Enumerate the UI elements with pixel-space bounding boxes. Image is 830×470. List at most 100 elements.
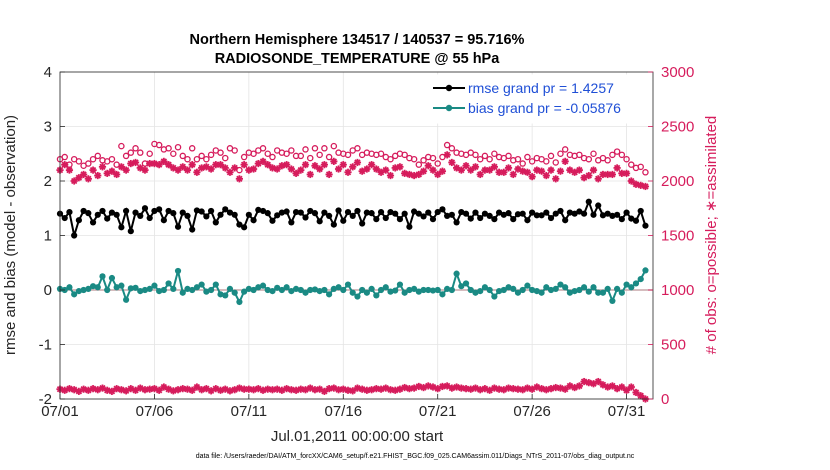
rmse-point-103 [543,209,550,216]
rmse-point-100 [529,209,536,216]
rmse-point-74 [406,223,413,230]
obs-assimilated-point-43 [259,157,267,165]
bias-point-55 [316,287,323,295]
obs-possible-point-113 [590,150,597,157]
rmse-point-118 [614,211,621,218]
rmse-point-23 [165,207,172,215]
x-tick-label-1: 07/06 [136,403,174,420]
chart-subtitle: RADIOSONDE_TEMPERATURE @ 55 hPa [215,51,501,67]
bias-point-63 [354,293,361,300]
rmse-point-20 [151,207,158,215]
rmse-point-120 [623,209,630,216]
obs-assimilated-point-7 [89,166,97,174]
bias-point-30 [198,281,205,288]
obs-possible-point-118 [613,148,621,155]
rmse-point-26 [179,209,186,216]
rmse-point-108 [566,209,574,216]
obs-possible-point-57 [325,153,333,161]
obs-assimilated-point-41 [249,165,258,173]
bias-point-122 [632,280,640,287]
obs-assimilated-point-50 [292,169,300,177]
rmse-point-89 [477,214,484,222]
bias-point-68 [377,286,385,294]
obs-bottom-point-56 [320,387,328,395]
left-tick-label-0: -2 [39,391,52,408]
left-axis: -2 -1 0 1 2 3 4 [39,64,65,408]
bias-point-7 [89,283,97,290]
rmse-point-73 [401,210,408,217]
bias-point-60 [340,286,347,294]
obs-possible-point-97 [514,155,522,163]
obs-assimilated-point-39 [240,161,248,169]
bias-point-100 [529,286,536,294]
rmse-point-6 [85,210,92,217]
obs-assimilated-point-9 [98,163,107,171]
obs-possible-point-103 [543,158,550,165]
obs-assimilated-point-27 [183,166,192,174]
obs-possible-point-21 [155,141,163,149]
right-axis: 0 500 1000 1500 2000 2500 3000 [648,64,694,408]
bias-point-103 [543,284,550,291]
obs-assimilated-point-124 [641,182,650,191]
rmse-point-17 [137,212,144,219]
bias-point-50 [292,285,300,293]
bias-point-124 [642,267,649,274]
obs-assimilated-point-25 [174,166,182,174]
rmse-point-30 [198,208,205,215]
bias-point-22 [160,286,167,294]
obs-possible-point-54 [311,145,319,152]
obs-assimilated-point-65 [363,165,371,173]
rmse-point-58 [330,221,337,228]
rmse-point-70 [387,208,394,216]
rmse-point-91 [486,212,493,219]
rmse-point-90 [481,210,489,217]
rmse-point-79 [429,216,437,223]
bias-point-5 [80,286,87,294]
right-tick-label-1: 500 [661,337,686,354]
rmse-point-9 [99,207,106,215]
bias-point-13 [118,282,125,289]
bias-point-123 [637,276,644,283]
obs-possible-point-26 [179,152,187,160]
obs-possible-point-25 [174,143,182,151]
obs-bottom-point-28 [188,386,196,394]
obs-possible-point-75 [410,155,418,163]
rmse-point-110 [576,208,583,215]
obs-assimilated-point-56 [320,161,328,169]
bias-point-84 [453,270,460,277]
obs-bottom-point-11 [108,387,116,395]
rmse-point-25 [174,223,182,230]
obs-bottom-point-39 [240,385,248,393]
bias-point-9 [99,273,106,280]
bias-point-66 [368,285,375,293]
x-tick-label-6: 07/31 [608,403,646,420]
rmse-point-45 [269,217,276,224]
obs-possible-point-43 [259,145,267,152]
bias-point-116 [604,285,611,293]
obs-assimilated-point-2 [65,166,74,174]
rmse-point-77 [420,213,427,220]
obs-assimilated-point-34 [216,161,225,169]
rmse-point-99 [524,217,531,224]
obs-assimilated-point-23 [164,161,173,169]
bias-point-57 [326,291,333,298]
obs-assimilated-point-96 [509,170,517,179]
obs-assimilated-point-85 [457,166,465,174]
obs-possible-point-92 [491,150,498,157]
obs-possible-point-23 [165,145,172,152]
rmse-point-35 [222,206,229,213]
bias-point-104 [547,286,555,294]
bias-point-101 [533,287,540,295]
bias-point-17 [137,287,144,295]
bias-point-119 [618,289,625,296]
obs-assimilated-point-95 [504,164,513,172]
right-tick-label-0: 0 [661,391,669,408]
bias-point-99 [524,282,531,289]
obs-assimilated-point-3 [70,177,78,185]
obs-assimilated-point-22 [160,157,168,165]
rmse-point-54 [311,210,319,217]
obs-bottom-point-122 [632,388,640,397]
bias-point-48 [283,284,290,291]
obs-possible-point-35 [221,154,229,162]
